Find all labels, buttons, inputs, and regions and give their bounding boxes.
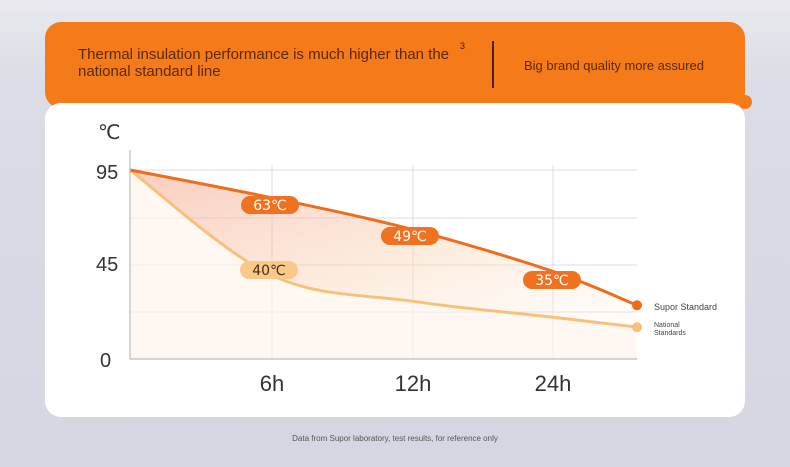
x-tick-label: 12h: [395, 371, 432, 396]
banner-superscript: 3: [460, 41, 466, 51]
data-label-national: 40℃: [252, 263, 286, 279]
data-label-supor-bg: [241, 196, 299, 214]
data-label-supor: 35℃: [535, 273, 569, 289]
banner-divider: [492, 41, 494, 88]
x-tick-label: 24h: [535, 371, 572, 396]
footnote: Data from Supor laboratory, test results…: [292, 434, 498, 443]
series-end-point-national: [632, 322, 642, 333]
y-tick-label: 0: [100, 350, 111, 372]
legend-supor: Supor Standard: [654, 302, 717, 312]
y-tick-label: 45: [96, 254, 118, 276]
area-below-national: [130, 170, 637, 359]
y-tick-label: 95: [96, 162, 118, 184]
data-label-supor-bg: [381, 227, 439, 245]
banner-tagline: Big brand quality more assured: [524, 58, 704, 73]
data-label-supor: 49℃: [393, 229, 427, 245]
data-label-supor: 63℃: [253, 198, 287, 214]
y-axis-unit: ℃: [98, 120, 120, 144]
legend-national-line1: National: [654, 322, 680, 329]
legend-national-line2: Standards: [654, 330, 686, 337]
series-end-point-supor: [632, 300, 642, 311]
data-label-supor-bg: [523, 271, 581, 289]
banner-scallop: [738, 95, 752, 109]
data-label-national-bg: [240, 261, 298, 279]
banner-headline: Thermal insulation performance is much h…: [78, 46, 450, 80]
series-line-national: [129, 168, 638, 329]
headline-banner: Thermal insulation performance is much h…: [45, 22, 745, 108]
x-tick-label: 6h: [260, 371, 284, 396]
